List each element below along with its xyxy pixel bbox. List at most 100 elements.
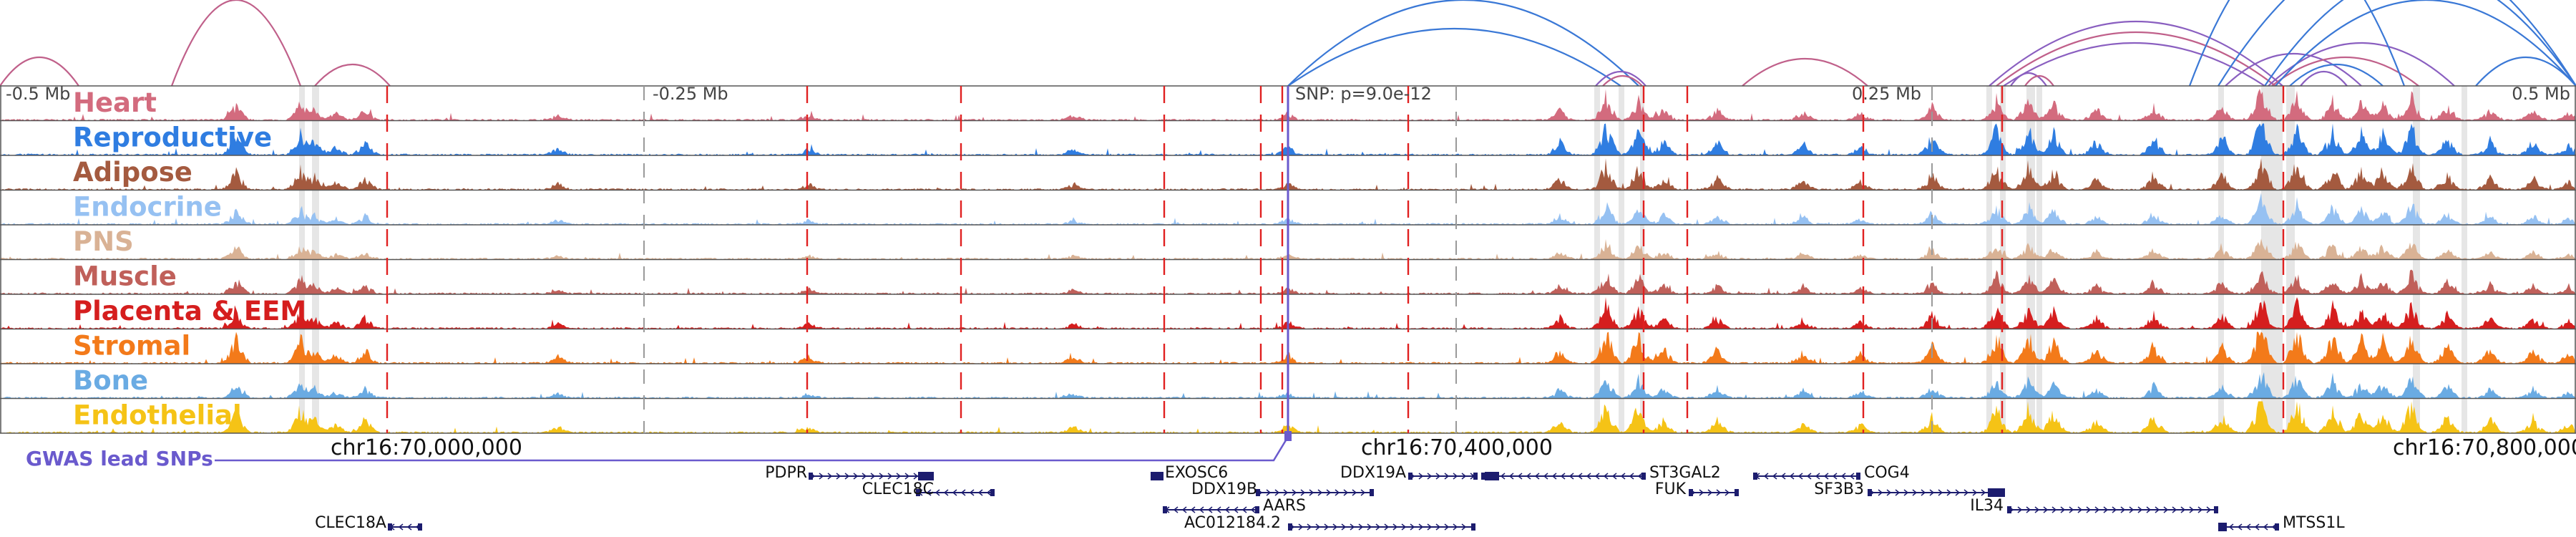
gene-strand-chevron xyxy=(1577,473,1583,480)
gene-strand-chevron xyxy=(1797,473,1803,480)
gene-strand-chevron xyxy=(2026,506,2031,513)
gene-strand-chevron xyxy=(1938,489,1943,496)
gene-block-4 xyxy=(1988,488,2005,497)
gene-exon xyxy=(2007,506,2011,513)
gene-strand-chevron xyxy=(1435,473,1441,480)
gene-strand-chevron xyxy=(1435,523,1441,531)
gene-strand-chevron xyxy=(896,473,902,480)
gene-strand-chevron xyxy=(969,489,975,496)
scale-label-3: SNP: p=9.0e-12 xyxy=(1295,84,1432,104)
gene-exon xyxy=(1481,473,1485,480)
gene-strand-chevron xyxy=(827,473,833,480)
gene-exon xyxy=(2214,506,2218,513)
gene-exon xyxy=(1163,506,1167,513)
gene-strand-chevron xyxy=(1375,523,1381,531)
gene-strand-chevron xyxy=(1341,523,1347,531)
gene-label-12: SF3B3 xyxy=(1814,480,1864,498)
gene-exon xyxy=(1408,473,1413,480)
gene-strand-chevron xyxy=(960,489,966,496)
gene-block-2 xyxy=(1151,472,1163,480)
signal-track-6 xyxy=(0,269,2576,294)
gene-strand-chevron xyxy=(853,473,859,480)
gene-strand-chevron xyxy=(1526,473,1531,480)
gene-strand-chevron xyxy=(406,523,412,531)
gene-strand-chevron xyxy=(1806,473,1812,480)
gene-strand-chevron xyxy=(2051,506,2057,513)
gene-strand-chevron xyxy=(1699,489,1704,496)
gene-strand-chevron xyxy=(926,489,932,496)
gene-label-3: CLEC18A xyxy=(315,514,386,532)
gene-strand-chevron xyxy=(1508,473,1514,480)
gene-strand-chevron xyxy=(1309,489,1314,496)
gene-strand-chevron xyxy=(2103,506,2109,513)
gene-strand-chevron xyxy=(1233,506,1239,513)
gene-strand-chevron xyxy=(2254,523,2260,531)
gene-strand-chevron xyxy=(904,473,910,480)
gene-strand-chevron xyxy=(1895,489,1901,496)
gene-strand-chevron xyxy=(1300,489,1306,496)
gene-strand-chevron xyxy=(887,473,893,480)
gene-strand-chevron xyxy=(2172,506,2177,513)
gene-strand-chevron xyxy=(1929,489,1935,496)
gene-exon xyxy=(990,489,995,496)
loop-arc-12 xyxy=(2010,72,2047,87)
gene-strand-chevron xyxy=(2189,506,2195,513)
gene-strand-chevron xyxy=(844,473,850,480)
gene-strand-chevron xyxy=(1266,489,1272,496)
gene-strand-chevron xyxy=(1453,523,1458,531)
gene-strand-chevron xyxy=(398,523,404,531)
gene-strand-chevron xyxy=(1324,523,1330,531)
gene-strand-chevron xyxy=(1603,473,1609,480)
gwas-leader-line xyxy=(215,436,1289,462)
coordinate-label-1: chr16:70,000,000 xyxy=(331,435,522,460)
gene-strand-chevron xyxy=(1594,473,1600,480)
gene-strand-chevron xyxy=(1823,473,1829,480)
gene-strand-chevron xyxy=(2237,523,2243,531)
gene-strand-chevron xyxy=(1427,473,1433,480)
loop-arc-5 xyxy=(1287,27,1621,87)
gene-strand-chevron xyxy=(2086,506,2092,513)
loop-arc-8 xyxy=(1742,58,1868,87)
gene-strand-chevron xyxy=(2069,506,2074,513)
gene-strand-chevron xyxy=(1401,523,1407,531)
gene-strand-chevron xyxy=(1335,489,1340,496)
gene-strand-chevron xyxy=(2146,506,2152,513)
gene-exon xyxy=(1255,506,1259,513)
gene-block-5 xyxy=(2218,523,2227,531)
gene-strand-chevron xyxy=(2112,506,2117,513)
gene-strand-chevron xyxy=(1707,489,1713,496)
gene-strand-chevron xyxy=(1637,473,1643,480)
gene-strand-chevron xyxy=(1410,523,1415,531)
gene-strand-chevron xyxy=(2137,506,2143,513)
gene-strand-chevron xyxy=(1972,489,1978,496)
gene-exon xyxy=(1471,523,1475,531)
loop-arc-2 xyxy=(170,0,302,87)
scale-label-1: -0.5 Mb xyxy=(6,84,70,104)
gene-strand-chevron xyxy=(2180,506,2186,513)
gene-label-11: COG4 xyxy=(1864,464,1910,482)
gwas-annotation: GWAS lead SNPs xyxy=(26,431,1292,470)
track-label-9: Bone xyxy=(73,365,148,396)
gene-strand-chevron xyxy=(1298,523,1304,531)
gene-strand-chevron xyxy=(1461,523,1467,531)
gene-strand-chevron xyxy=(1181,506,1187,513)
gene-strand-chevron xyxy=(1586,473,1591,480)
gene-strand-chevron xyxy=(1772,473,1777,480)
gene-strand-chevron xyxy=(1946,489,1952,496)
gene-exon xyxy=(1753,473,1757,480)
gene-strand-chevron xyxy=(952,489,957,496)
loop-arc-3 xyxy=(314,63,391,87)
signal-track-3 xyxy=(0,158,2576,190)
gene-strand-chevron xyxy=(2263,523,2268,531)
signal-track-9 xyxy=(0,372,2576,399)
gene-strand-chevron xyxy=(1173,506,1179,513)
gene-strand-chevron xyxy=(1789,473,1795,480)
gwas-snp-marker xyxy=(1284,431,1292,441)
gene-strand-chevron xyxy=(1629,473,1634,480)
gene-exon xyxy=(1473,473,1478,480)
gene-strand-chevron xyxy=(1283,489,1289,496)
loop-arc-19 xyxy=(2218,0,2576,87)
gene-strand-chevron xyxy=(2206,506,2212,513)
